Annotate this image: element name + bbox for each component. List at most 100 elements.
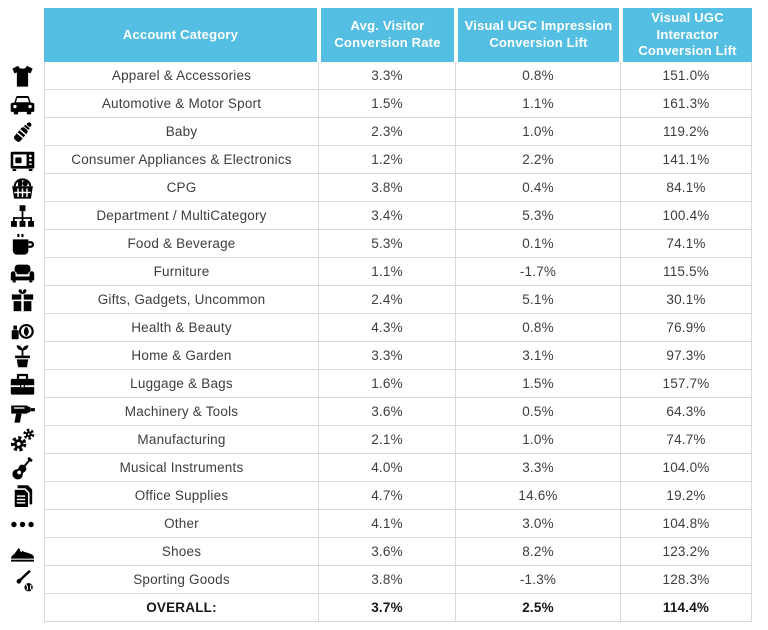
table-row: Home & Garden 3.3% 3.1% 97.3% xyxy=(45,342,752,370)
avg-visitor-conversion-cell: 3.7% xyxy=(319,594,456,622)
avg-visitor-conversion-cell: 5.3% xyxy=(319,230,456,258)
drill-icon xyxy=(9,398,36,426)
baseball-icon xyxy=(9,566,36,594)
category-cell: Department / MultiCategory xyxy=(45,202,319,230)
avg-visitor-conversion-cell: 4.1% xyxy=(319,510,456,538)
avg-visitor-conversion-cell: 3.6% xyxy=(319,398,456,426)
impression-lift-cell: 5.1% xyxy=(456,286,621,314)
impression-lift-cell: 3.3% xyxy=(456,454,621,482)
impression-lift-cell: 0.5% xyxy=(456,398,621,426)
category-cell: Home & Garden xyxy=(45,342,319,370)
avg-visitor-conversion-cell: 3.8% xyxy=(319,566,456,594)
table-row: Gifts, Gadgets, Uncommon 2.4% 5.1% 30.1% xyxy=(45,286,752,314)
coffee-mug-icon xyxy=(9,230,36,258)
interactor-lift-cell: 157.7% xyxy=(621,370,752,398)
avg-visitor-conversion-cell: 3.8% xyxy=(319,174,456,202)
avg-visitor-conversion-cell: 1.5% xyxy=(319,90,456,118)
table-row: Health & Beauty 4.3% 0.8% 76.9% xyxy=(45,314,752,342)
table-row: CPG 3.8% 0.4% 84.1% xyxy=(45,174,752,202)
impression-lift-cell: -1.7% xyxy=(456,258,621,286)
table-row: Other 4.1% 3.0% 104.8% xyxy=(45,510,752,538)
avg-visitor-conversion-cell: 4.0% xyxy=(319,454,456,482)
avg-visitor-conversion-cell: 2.3% xyxy=(319,118,456,146)
table-row: Office Supplies 4.7% 14.6% 19.2% xyxy=(45,482,752,510)
impression-lift-cell: 8.2% xyxy=(456,538,621,566)
category-cell: Furniture xyxy=(45,258,319,286)
interactor-lift-cell: 119.2% xyxy=(621,118,752,146)
impression-lift-cell: 0.1% xyxy=(456,230,621,258)
category-cell: Health & Beauty xyxy=(45,314,319,342)
avg-visitor-conversion-cell: 1.2% xyxy=(319,146,456,174)
category-cell: Office Supplies xyxy=(45,482,319,510)
impression-lift-cell: 3.0% xyxy=(456,510,621,538)
avg-visitor-conversion-cell: 3.6% xyxy=(319,538,456,566)
category-cell: Automotive & Motor Sport xyxy=(45,90,319,118)
overall-row: OVERALL: 3.7% 2.5% 114.4% xyxy=(45,594,752,622)
column-header: Account Category xyxy=(44,8,319,62)
avg-visitor-conversion-cell: 2.4% xyxy=(319,286,456,314)
category-cell: Gifts, Gadgets, Uncommon xyxy=(45,286,319,314)
ellipsis-icon xyxy=(9,510,36,538)
microwave-icon xyxy=(9,146,36,174)
impression-lift-cell: 1.1% xyxy=(456,90,621,118)
table-row: Shoes 3.6% 8.2% 123.2% xyxy=(45,538,752,566)
avg-visitor-conversion-cell: 1.6% xyxy=(319,370,456,398)
category-cell: Consumer Appliances & Electronics xyxy=(45,146,319,174)
category-cell: Other xyxy=(45,510,319,538)
table-row: Machinery & Tools 3.6% 0.5% 64.3% xyxy=(45,398,752,426)
category-cell: Musical Instruments xyxy=(45,454,319,482)
avg-visitor-conversion-cell: 4.3% xyxy=(319,314,456,342)
potted-plant-icon xyxy=(9,342,36,370)
interactor-lift-cell: 114.4% xyxy=(621,594,752,622)
sneaker-icon xyxy=(9,538,36,566)
impression-lift-cell: 1.0% xyxy=(456,118,621,146)
interactor-lift-cell: 100.4% xyxy=(621,202,752,230)
impression-lift-cell: 3.1% xyxy=(456,342,621,370)
impression-lift-cell: 2.5% xyxy=(456,594,621,622)
category-cell: Apparel & Accessories xyxy=(45,62,319,90)
gift-icon xyxy=(9,286,36,314)
table-row: Manufacturing 2.1% 1.0% 74.7% xyxy=(45,426,752,454)
interactor-lift-cell: 161.3% xyxy=(621,90,752,118)
interactor-lift-cell: 74.1% xyxy=(621,230,752,258)
category-cell: OVERALL: xyxy=(45,594,319,622)
impression-lift-cell: 2.2% xyxy=(456,146,621,174)
table-row: Furniture 1.1% -1.7% 115.5% xyxy=(45,258,752,286)
interactor-lift-cell: 115.5% xyxy=(621,258,752,286)
impression-lift-cell: 1.5% xyxy=(456,370,621,398)
category-cell: Machinery & Tools xyxy=(45,398,319,426)
guitar-icon xyxy=(9,454,36,482)
interactor-lift-cell: 141.1% xyxy=(621,146,752,174)
sofa-icon xyxy=(9,258,36,286)
interactor-lift-cell: 84.1% xyxy=(621,174,752,202)
impression-lift-cell: 0.4% xyxy=(456,174,621,202)
grocery-basket-icon xyxy=(9,174,36,202)
column-header: Visual UGC Impression Conversion Lift xyxy=(456,8,621,62)
category-cell: Sporting Goods xyxy=(45,566,319,594)
interactor-lift-cell: 64.3% xyxy=(621,398,752,426)
impression-lift-cell: 1.0% xyxy=(456,426,621,454)
briefcase-icon xyxy=(9,370,36,398)
table-row: Consumer Appliances & Electronics 1.2% 2.2… xyxy=(45,146,752,174)
impression-lift-cell: 0.8% xyxy=(456,314,621,342)
avg-visitor-conversion-cell: 3.3% xyxy=(319,342,456,370)
category-cell: Food & Beverage xyxy=(45,230,319,258)
interactor-lift-cell: 19.2% xyxy=(621,482,752,510)
account-category-table: Account Category Avg. Visitor Conversion … xyxy=(44,8,752,622)
category-icon-gutter xyxy=(0,8,44,622)
interactor-lift-cell: 104.0% xyxy=(621,454,752,482)
sitemap-icon xyxy=(9,202,36,230)
interactor-lift-cell: 97.3% xyxy=(621,342,752,370)
avg-visitor-conversion-cell: 3.3% xyxy=(319,62,456,90)
interactor-lift-cell: 76.9% xyxy=(621,314,752,342)
table-row: Apparel & Accessories 3.3% 0.8% 151.0% xyxy=(45,62,752,90)
documents-icon xyxy=(9,482,36,510)
table-row: Department / MultiCategory 3.4% 5.3% 100.4% xyxy=(45,202,752,230)
cosmetics-icon xyxy=(9,314,36,342)
table-row: Musical Instruments 4.0% 3.3% 104.0% xyxy=(45,454,752,482)
impression-lift-cell: 0.8% xyxy=(456,62,621,90)
impression-lift-cell: 5.3% xyxy=(456,202,621,230)
table-row: Automotive & Motor Sport 1.5% 1.1% 161.3% xyxy=(45,90,752,118)
category-cell: Shoes xyxy=(45,538,319,566)
interactor-lift-cell: 123.2% xyxy=(621,538,752,566)
